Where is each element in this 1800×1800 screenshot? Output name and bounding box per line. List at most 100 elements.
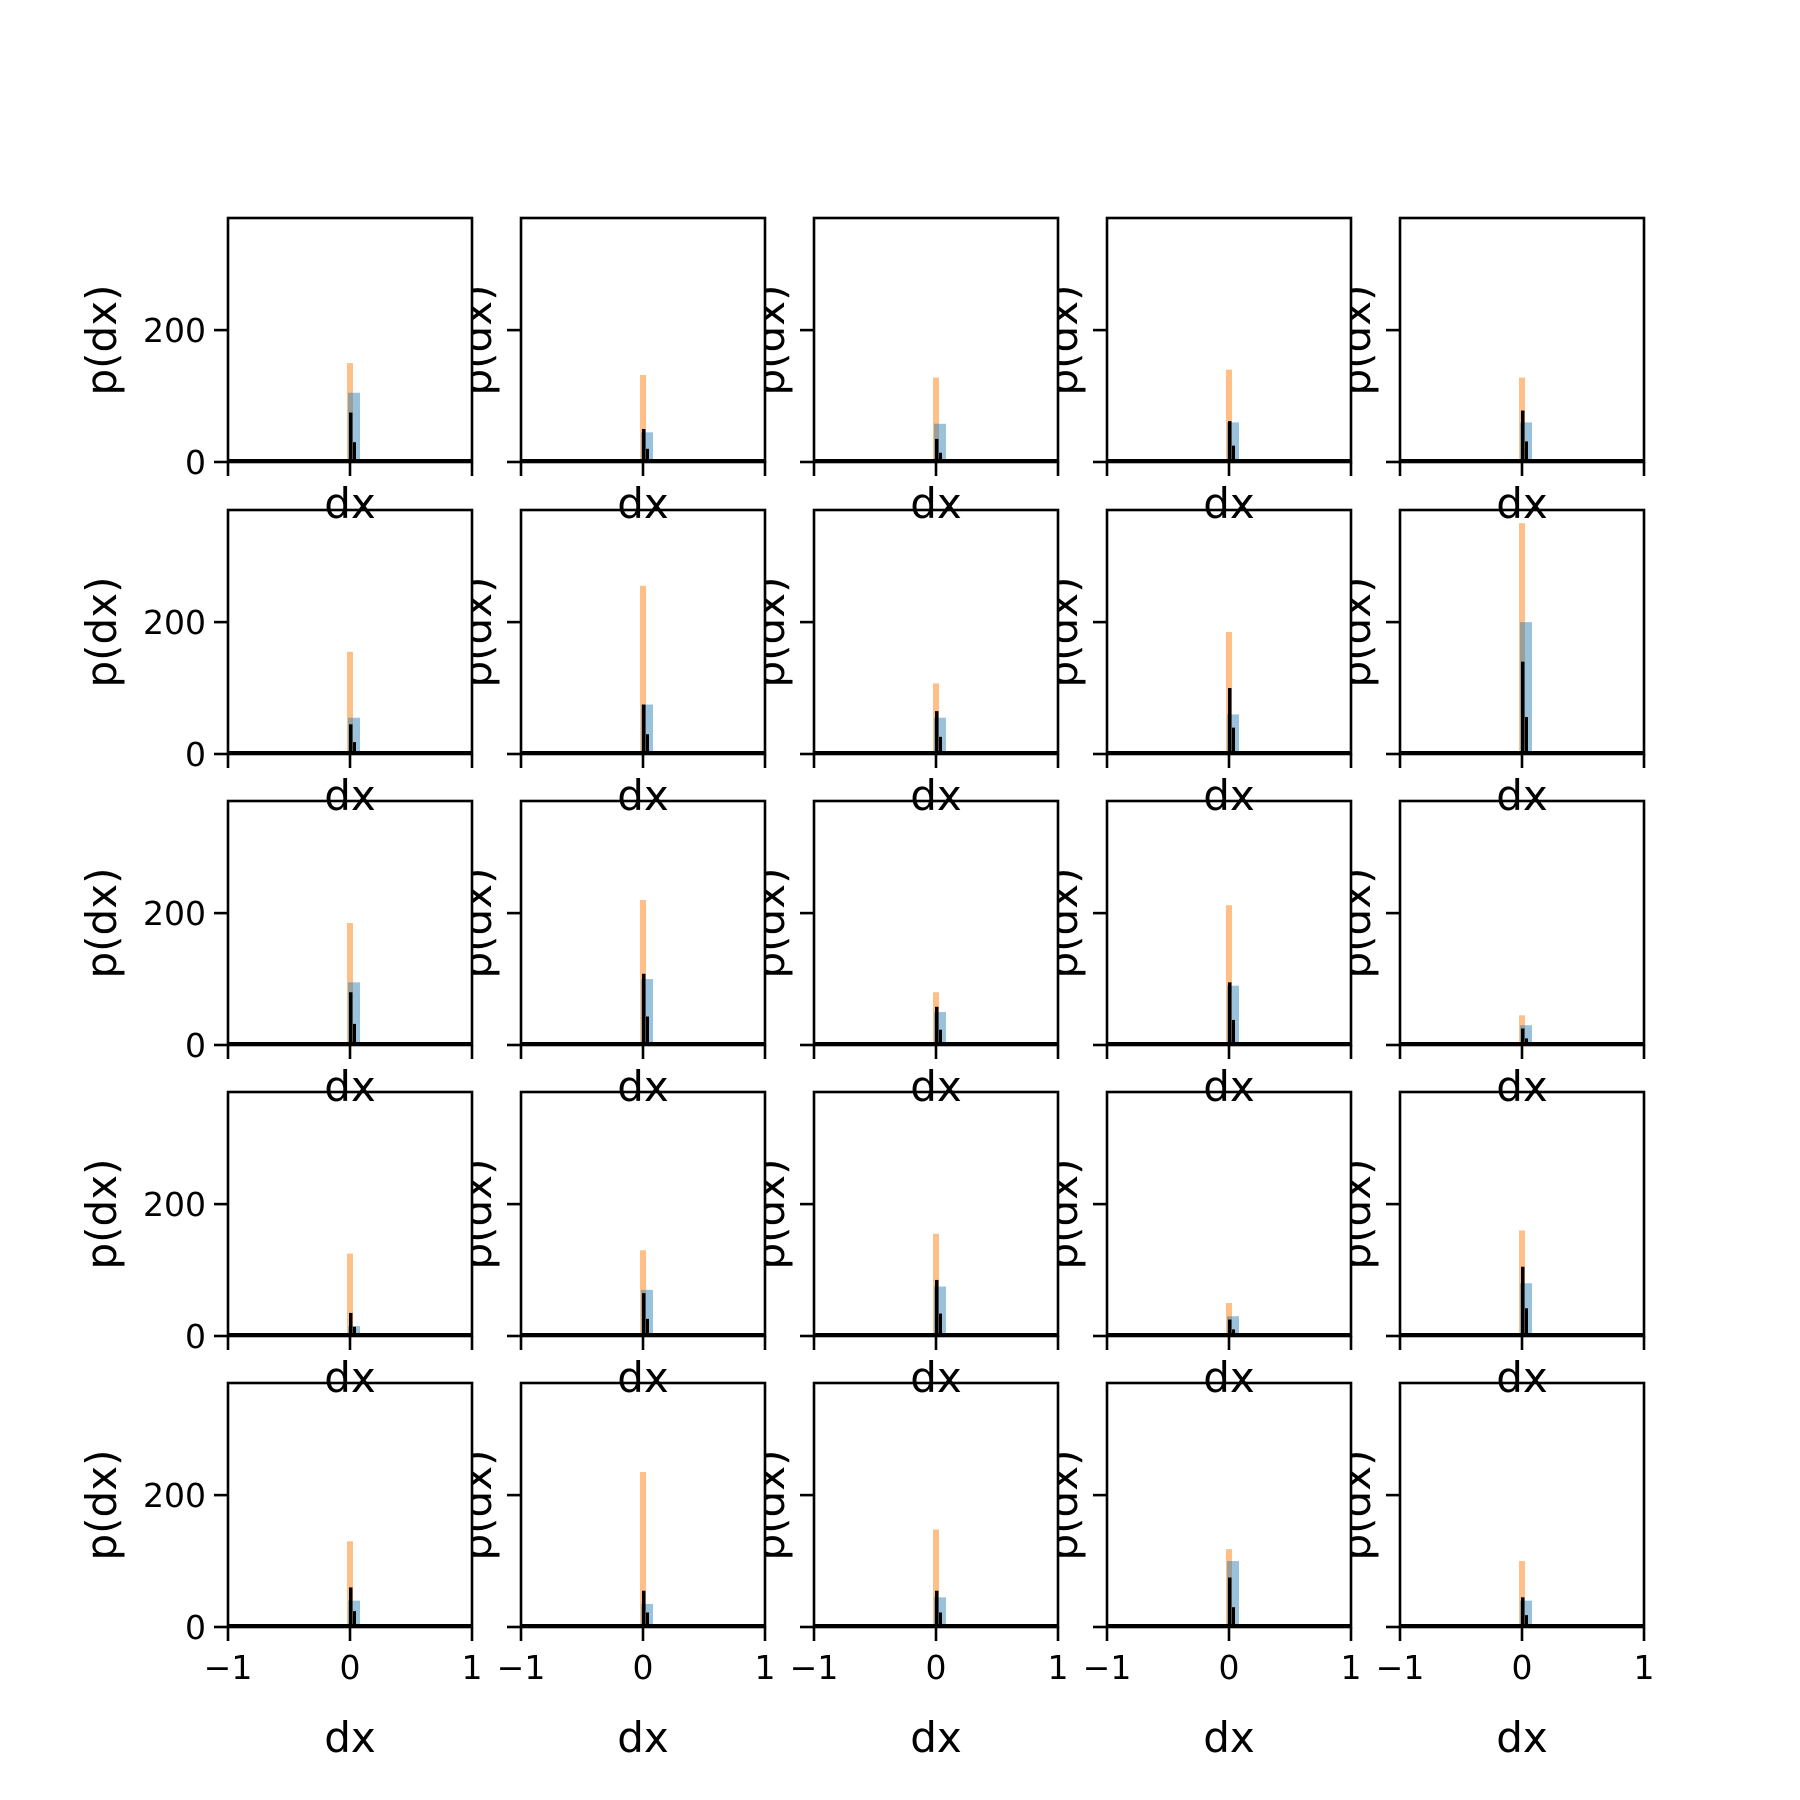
x-axis-label: dx xyxy=(910,1353,962,1402)
bar-black-secondary xyxy=(1525,1615,1528,1627)
x-axis-label: dx xyxy=(1496,771,1548,820)
bar-orange xyxy=(1226,1303,1232,1336)
bar-black xyxy=(642,704,646,754)
bar-black-secondary xyxy=(1525,717,1528,754)
bar-orange xyxy=(1226,905,1232,1045)
bar-black-secondary xyxy=(1525,1038,1528,1045)
bar-black xyxy=(349,1587,353,1627)
panel-r4-c5: dxp(dx) xyxy=(1331,1090,1646,1402)
bar-black-secondary xyxy=(939,736,942,754)
x-tick-label: −1 xyxy=(204,1648,253,1687)
x-tick-label: 1 xyxy=(462,1648,483,1687)
bar-black-secondary xyxy=(353,1611,356,1627)
bar-black xyxy=(349,724,353,754)
bar-orange xyxy=(347,651,353,754)
y-tick-label: 0 xyxy=(185,1608,206,1647)
bar-black xyxy=(642,973,646,1045)
bar-black xyxy=(1521,410,1525,462)
y-tick-label: 0 xyxy=(185,1026,206,1065)
bar-orange xyxy=(1519,1561,1525,1627)
bar-orange xyxy=(1226,369,1232,462)
bar-orange xyxy=(1519,523,1525,754)
panel-r3-c4: dxp(dx) xyxy=(1038,799,1353,1111)
x-tick-label: 1 xyxy=(1634,1648,1655,1687)
x-tick-label: 0 xyxy=(1219,1648,1240,1687)
panel-r1-c2: dxp(dx) xyxy=(452,216,767,528)
x-axis-label: dx xyxy=(910,1062,962,1111)
y-axis-label: p(dx) xyxy=(77,577,126,688)
bar-black xyxy=(642,429,646,462)
bar-black xyxy=(935,1006,939,1045)
bar-black-secondary xyxy=(1232,445,1235,462)
y-axis-label: p(dx) xyxy=(77,285,126,396)
x-axis-label: dx xyxy=(617,771,669,820)
bar-black-secondary xyxy=(646,1612,649,1627)
x-axis-label: dx xyxy=(617,479,669,528)
bar-orange xyxy=(933,377,939,462)
bar-black xyxy=(1521,1028,1525,1045)
panel-r4-c2: dxp(dx) xyxy=(452,1090,767,1402)
x-axis-label: dx xyxy=(617,1062,669,1111)
y-tick-label: 200 xyxy=(143,1476,206,1515)
x-axis-label: dx xyxy=(910,479,962,528)
y-tick-label: 0 xyxy=(185,443,206,482)
bar-black xyxy=(1228,982,1232,1045)
x-axis-label: dx xyxy=(1203,1353,1255,1402)
bar-black-secondary xyxy=(646,1016,649,1045)
bar-black-secondary xyxy=(353,442,356,462)
bar-black-secondary xyxy=(1232,1607,1235,1627)
panel-r3-c2: dxp(dx) xyxy=(452,799,767,1111)
x-axis-label: dx xyxy=(617,1713,669,1762)
x-tick-label: −1 xyxy=(1083,1648,1132,1687)
plot-background xyxy=(1107,1092,1351,1336)
bar-orange xyxy=(640,1472,646,1627)
y-tick-label: 200 xyxy=(143,603,206,642)
panel-r4-c3: dxp(dx) xyxy=(745,1090,1060,1402)
bar-black xyxy=(935,1279,939,1336)
x-axis-label: dx xyxy=(910,1713,962,1762)
bar-black xyxy=(1521,1266,1525,1336)
bar-orange xyxy=(640,585,646,754)
bar-black xyxy=(349,1312,353,1336)
bar-black-secondary xyxy=(646,1318,649,1336)
bar-black xyxy=(1228,421,1232,462)
bar-black-secondary xyxy=(939,1313,942,1336)
bar-black-secondary xyxy=(1232,727,1235,754)
x-axis-label: dx xyxy=(324,1062,376,1111)
x-tick-label: −1 xyxy=(790,1648,839,1687)
panel-r2-c1: 0 200 dx p(dx) xyxy=(77,508,474,820)
panel-r2-c4: dxp(dx) xyxy=(1038,508,1353,820)
bar-orange xyxy=(347,1253,353,1336)
y-axis-label: p(dx) xyxy=(77,1159,126,1270)
x-tick-label: 0 xyxy=(926,1648,947,1687)
y-tick-label: 200 xyxy=(143,894,206,933)
bar-black-secondary xyxy=(1232,1019,1235,1045)
panel-r2-c5: dxp(dx) xyxy=(1331,508,1646,820)
bar-orange xyxy=(933,1529,939,1627)
panel-r2-c2: dxp(dx) xyxy=(452,508,767,820)
bar-black-secondary xyxy=(646,448,649,462)
bar-black-secondary xyxy=(646,734,649,754)
y-tick-label: 0 xyxy=(185,1317,206,1356)
bar-black xyxy=(1521,661,1525,754)
bar-black-secondary xyxy=(353,1326,356,1336)
x-axis-label: dx xyxy=(1203,479,1255,528)
bar-orange xyxy=(640,374,646,462)
bar-black-secondary xyxy=(939,1612,942,1627)
panel-r3-c1: 0 200 dx p(dx) xyxy=(77,799,474,1111)
bar-black xyxy=(1228,688,1232,754)
bar-black xyxy=(1228,1577,1232,1627)
bar-black-secondary xyxy=(1525,1308,1528,1336)
bar-orange xyxy=(347,923,353,1045)
panel-r3-c5: dxp(dx) xyxy=(1331,799,1646,1111)
panel-r1-c4: dxp(dx) xyxy=(1038,216,1353,528)
bar-black xyxy=(935,711,939,754)
bar-black xyxy=(349,992,353,1045)
bar-black xyxy=(642,1590,646,1627)
y-tick-label: 0 xyxy=(185,735,206,774)
